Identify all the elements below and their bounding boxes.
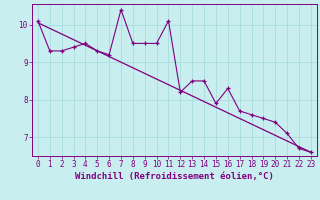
X-axis label: Windchill (Refroidissement éolien,°C): Windchill (Refroidissement éolien,°C) xyxy=(75,172,274,181)
